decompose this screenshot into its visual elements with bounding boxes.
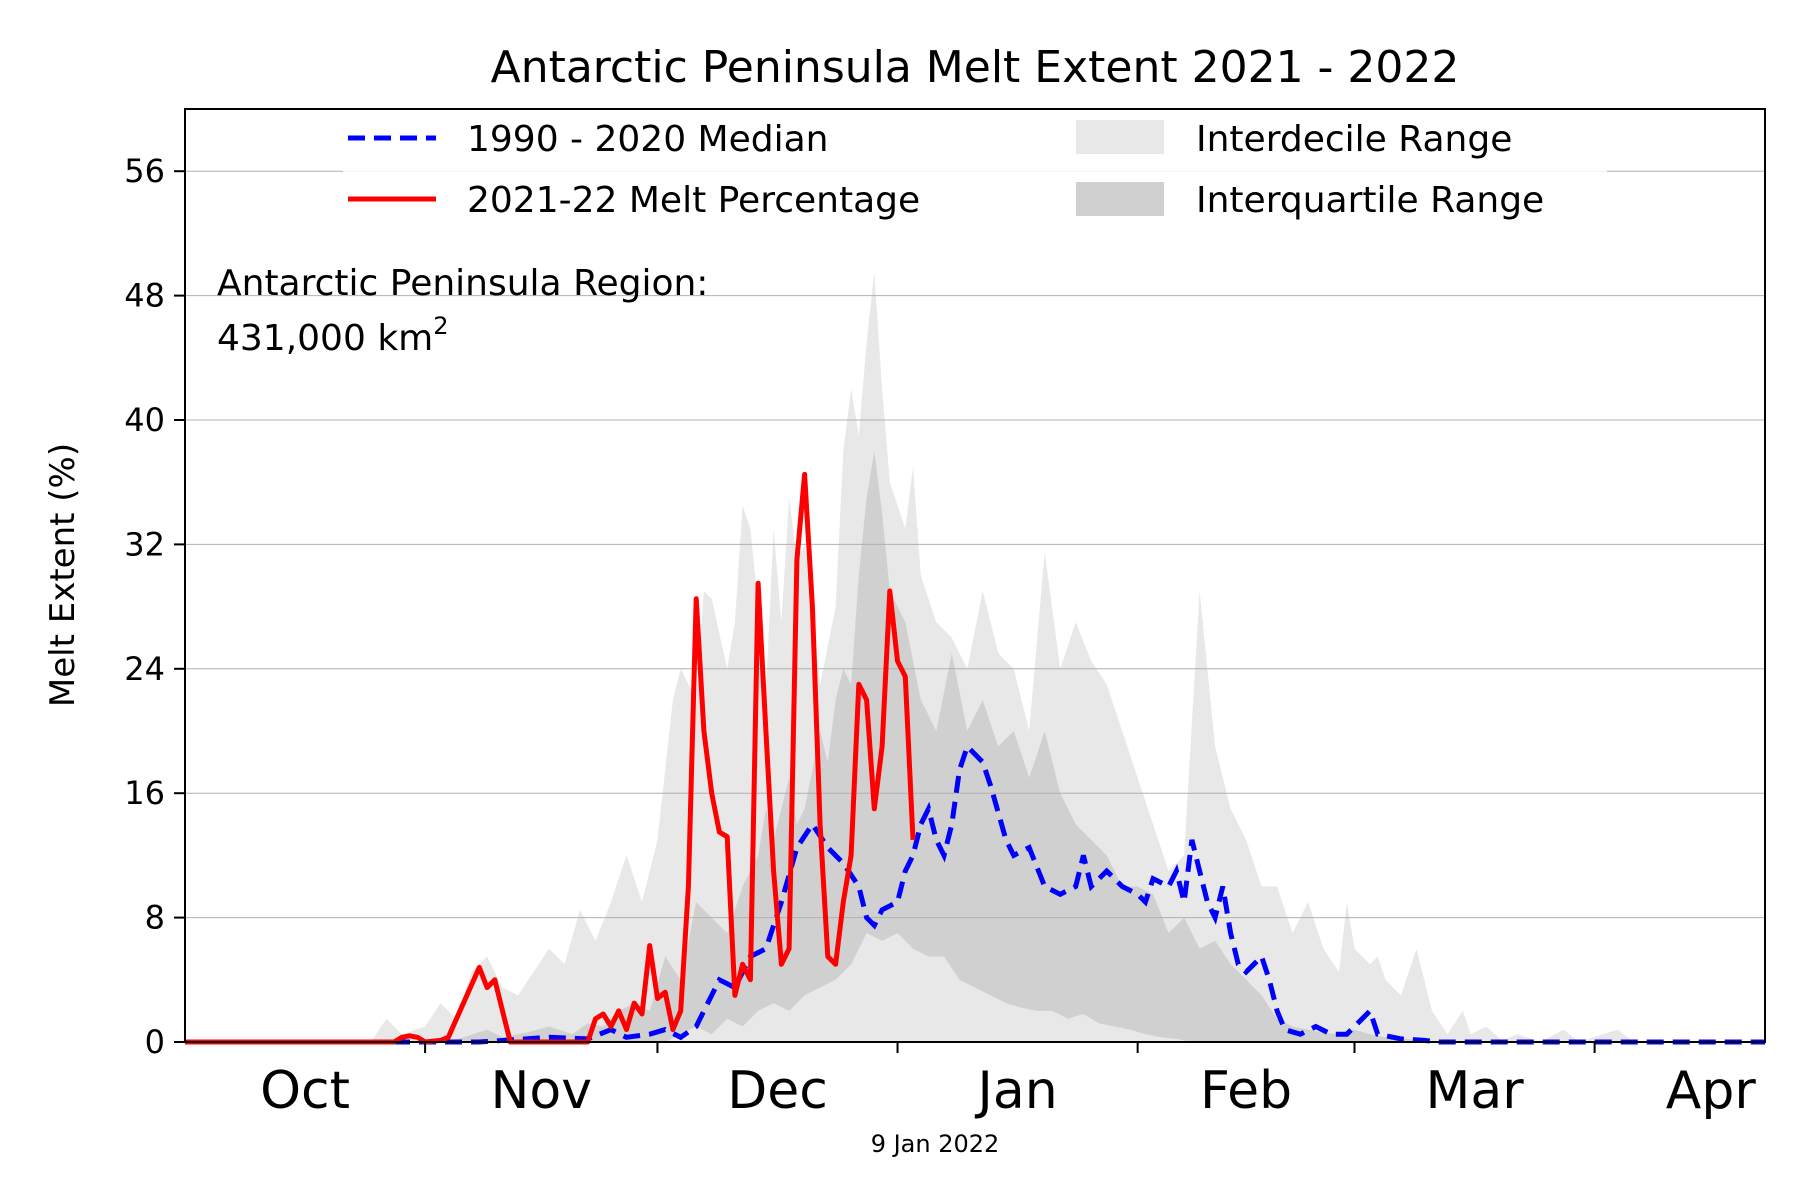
x-axis: Oct Nov Dec Jan Feb Mar Apr <box>260 1042 1756 1121</box>
x-tick-label: Dec <box>727 1061 828 1121</box>
chart-title: Antarctic Peninsula Melt Extent 2021 - 2… <box>491 42 1460 93</box>
median-series-line <box>185 741 1765 1045</box>
legend-box <box>343 115 1607 230</box>
interquartile-range-area <box>185 451 1765 1043</box>
y-tick-label: 0 <box>145 1023 165 1061</box>
y-tick-label: 40 <box>124 401 165 439</box>
legend-interquartile-swatch <box>1076 182 1164 216</box>
x-tick-label: Mar <box>1426 1061 1525 1121</box>
bands-layer <box>185 272 1765 1043</box>
x-tick-label: Feb <box>1200 1061 1292 1121</box>
legend-median-label: 1990 - 2020 Median <box>467 119 829 160</box>
legend-current-label: 2021-22 Melt Percentage <box>467 180 920 221</box>
date-stamp: 9 Jan 2022 <box>871 1130 1000 1158</box>
y-tick-label: 8 <box>145 899 165 937</box>
lines-layer <box>185 471 1765 1045</box>
x-tick-label: Oct <box>260 1061 350 1121</box>
y-axis-label: Melt Extent (%) <box>43 443 83 707</box>
legend: 1990 - 2020 Median 2021-22 Melt Percenta… <box>343 115 1607 230</box>
x-tick-label: Jan <box>975 1061 1058 1121</box>
interdecile-range-area <box>185 272 1765 1042</box>
legend-interdecile-swatch <box>1076 120 1164 154</box>
y-tick-label: 24 <box>124 650 165 688</box>
region-area-unit-exponent: 2 <box>433 312 448 340</box>
x-tick-label: Nov <box>491 1061 593 1121</box>
y-tick-label: 48 <box>124 277 165 315</box>
region-area: 431,000 km2 <box>217 312 449 359</box>
y-tick-label: 32 <box>124 525 165 563</box>
legend-interdecile-label: Interdecile Range <box>1196 119 1512 160</box>
legend-interquartile-label: Interquartile Range <box>1196 180 1544 221</box>
plot-frame <box>184 108 1766 1043</box>
y-axis: 0 8 16 24 32 40 48 56 <box>124 152 185 1061</box>
current-series-line <box>185 471 916 1045</box>
y-tick-label: 56 <box>124 152 165 190</box>
y-tick-label: 16 <box>124 774 165 812</box>
region-label: Antarctic Peninsula Region: <box>217 263 708 304</box>
region-area-value: 431,000 km <box>217 318 433 359</box>
x-tick-label: Apr <box>1666 1061 1757 1121</box>
